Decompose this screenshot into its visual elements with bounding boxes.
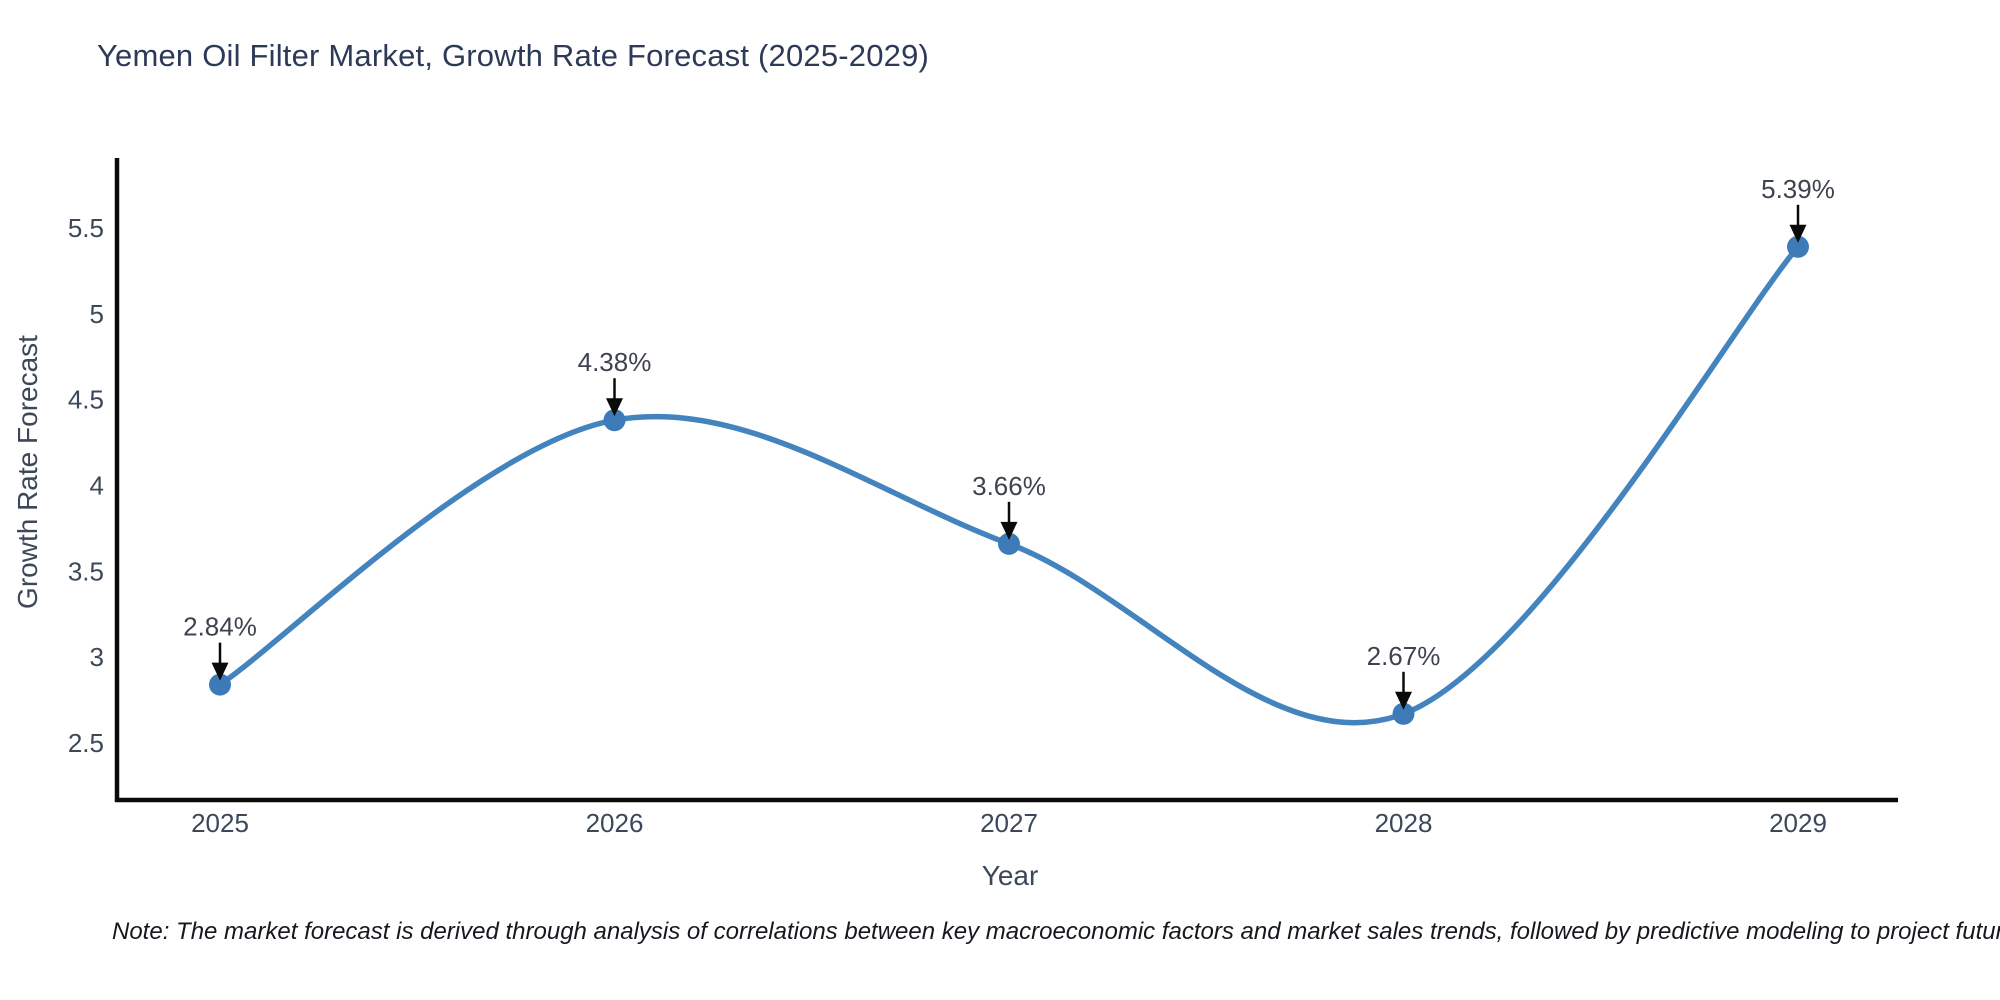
point-annotation: 4.38% bbox=[578, 347, 652, 377]
data-point-marker bbox=[998, 532, 1020, 555]
annotation-arrowhead bbox=[211, 662, 229, 681]
y-tick-label: 4.5 bbox=[68, 385, 104, 415]
data-point-marker bbox=[1392, 702, 1415, 725]
data-point-marker bbox=[209, 673, 231, 696]
x-tick-label: 2026 bbox=[586, 808, 644, 838]
y-tick-label: 5 bbox=[90, 299, 104, 329]
annotation-arrowhead bbox=[1000, 521, 1018, 540]
y-tick-label: 3.5 bbox=[68, 556, 104, 586]
point-annotation: 3.66% bbox=[972, 471, 1046, 501]
x-axis-title: Year bbox=[981, 860, 1039, 891]
x-tick-label: 2028 bbox=[1375, 808, 1433, 838]
x-tick-label: 2027 bbox=[980, 808, 1038, 838]
y-tick-label: 5.5 bbox=[68, 213, 104, 243]
data-point-marker bbox=[603, 409, 626, 432]
y-tick-label: 4 bbox=[90, 470, 104, 500]
y-axis-title: Growth Rate Forecast bbox=[12, 335, 43, 609]
y-tick-label: 2.5 bbox=[68, 728, 104, 758]
point-annotation: 2.84% bbox=[183, 612, 257, 642]
annotation-arrowhead bbox=[1789, 224, 1807, 243]
x-tick-label: 2029 bbox=[1769, 808, 1827, 838]
point-annotation: 5.39% bbox=[1761, 174, 1835, 204]
annotation-arrowhead bbox=[606, 398, 623, 417]
x-tick-label: 2025 bbox=[191, 808, 249, 838]
data-point-marker bbox=[1787, 235, 1809, 258]
annotation-arrowhead bbox=[1395, 691, 1412, 710]
y-tick-label: 3 bbox=[90, 642, 104, 672]
footnote: Note: The market forecast is derived thr… bbox=[112, 918, 2000, 945]
chart-title: Yemen Oil Filter Market, Growth Rate For… bbox=[97, 38, 930, 73]
point-annotation: 2.67% bbox=[1367, 641, 1441, 671]
trend-line bbox=[217, 244, 1801, 726]
